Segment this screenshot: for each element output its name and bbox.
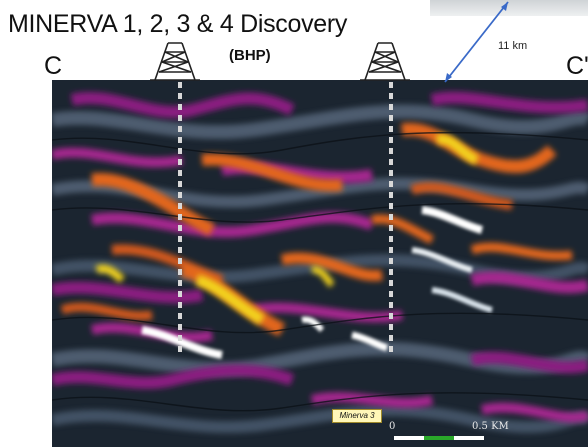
map-inset-strip: [430, 0, 588, 16]
derrick-icon: [150, 42, 200, 81]
operator-label: (BHP): [229, 47, 271, 64]
derrick-icon: [360, 42, 410, 81]
page-title: MINERVA 1, 2, 3 & 4 Discovery: [8, 10, 348, 38]
well-name-tag: Minerva 3: [332, 409, 382, 423]
section-end-label: C': [566, 52, 588, 80]
section-start-label: C: [44, 52, 63, 80]
scale-end-label: 0.5 KM: [472, 421, 509, 432]
seismic-section: [52, 80, 588, 447]
seismic-image: [52, 80, 588, 447]
scale-start-label: 0: [389, 421, 396, 432]
distance-label: 11 km: [498, 40, 528, 52]
